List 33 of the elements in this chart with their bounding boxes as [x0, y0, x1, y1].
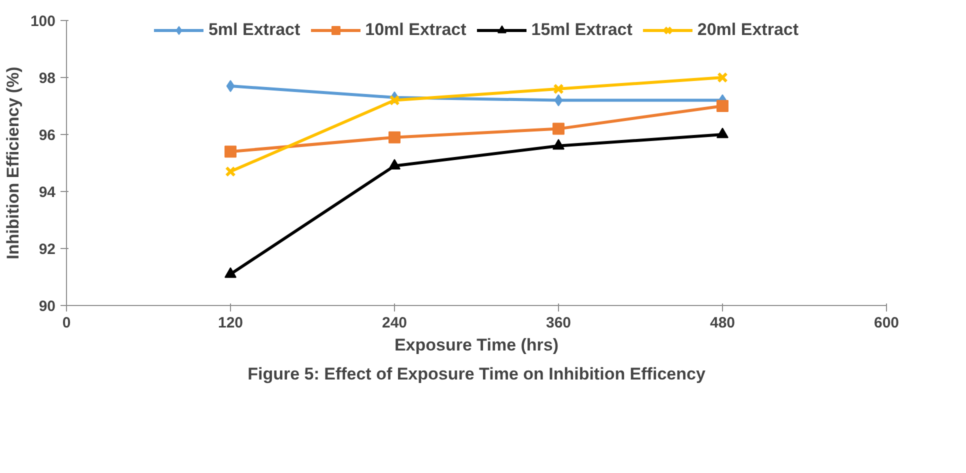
legend-label: 15ml Extract: [531, 20, 632, 40]
text: Figure 5: Effect of Exposure Time on Inhibition Efficency: [248, 364, 706, 384]
x-tick-label: 480: [710, 314, 736, 332]
point: [388, 159, 400, 170]
y-tick-label: 94: [38, 184, 56, 201]
y-tick-label: 98: [38, 70, 56, 87]
legend-label: 20ml Extract: [697, 20, 799, 40]
point: [554, 94, 563, 106]
point: [224, 146, 236, 158]
point: [225, 166, 236, 177]
y-tick-label: 96: [38, 127, 56, 144]
x-tick-label: 0: [62, 314, 71, 332]
legend-label: 10ml Extract: [365, 20, 466, 40]
x-tick-label: 360: [546, 314, 572, 332]
legend-label: 5ml Extract: [208, 20, 300, 40]
point: [716, 100, 728, 112]
point: [717, 72, 728, 83]
y-tick-label: 100: [30, 13, 56, 30]
point: [389, 94, 400, 106]
x-tick-label: 240: [382, 314, 408, 332]
y-axis-title: Inhibition Efficiency (%): [3, 66, 22, 260]
point: [226, 80, 235, 92]
point: [553, 84, 564, 94]
x-tick-label: 120: [218, 314, 244, 332]
point: [716, 128, 728, 138]
y-tick-label: 90: [38, 298, 56, 315]
y-tick-label: 92: [38, 241, 56, 258]
point: [388, 131, 400, 144]
point: [552, 122, 564, 135]
point: [224, 267, 236, 278]
point: [552, 139, 564, 150]
x-axis-title: Exposure Time (hrs): [394, 336, 559, 354]
x-tick-label: 600: [874, 314, 900, 332]
